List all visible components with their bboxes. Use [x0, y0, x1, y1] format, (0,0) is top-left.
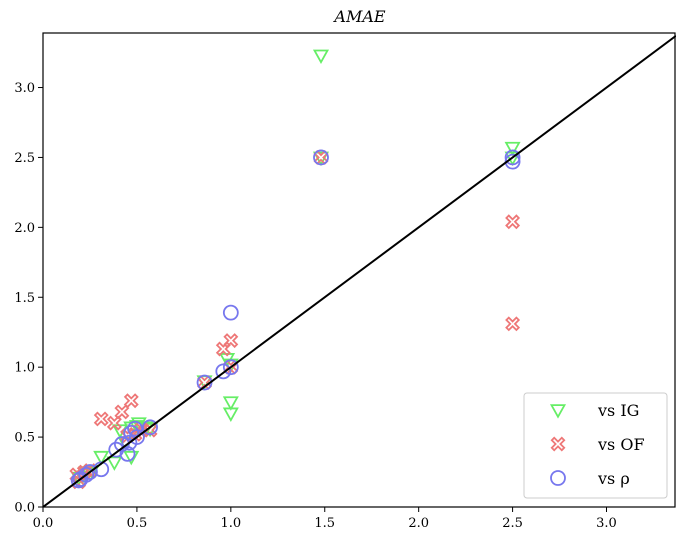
x-tick-label: 1.5 [314, 516, 335, 531]
x-tick-label: 0.0 [33, 516, 54, 531]
legend-label: vs ρ [597, 469, 630, 488]
x-tick-label: 1.0 [220, 516, 241, 531]
data-point [222, 359, 239, 376]
data-point [223, 333, 239, 349]
data-point [504, 141, 521, 157]
legend-box [523, 392, 668, 499]
axes-frame [42, 32, 676, 508]
data-point [106, 456, 123, 471]
data-point [129, 429, 145, 445]
x-tick-label: 3.0 [596, 516, 617, 531]
data-point [313, 149, 329, 166]
legend-marker [550, 436, 566, 452]
legend-marker [550, 470, 566, 486]
data-point [215, 363, 232, 380]
y-tick-label: 0.0 [14, 501, 35, 516]
legend: vs IG vs OF vs ρ [523, 392, 668, 499]
data-point [312, 49, 330, 65]
series-0 [70, 49, 521, 487]
y-tick-label: 1.5 [14, 291, 35, 306]
data-point [127, 426, 143, 442]
data-point [142, 419, 158, 436]
x-tick-label: 0.5 [127, 516, 148, 531]
x-tick-label: 2.0 [408, 516, 429, 531]
data-point [78, 466, 95, 483]
data-point [123, 393, 139, 409]
data-point [119, 445, 136, 462]
data-point [505, 214, 521, 230]
data-point [504, 151, 521, 167]
data-point [82, 464, 98, 480]
legend-marker [549, 404, 567, 419]
data-point [505, 316, 521, 332]
data-point [127, 420, 143, 437]
y-tick-label: 2.5 [14, 151, 35, 166]
y-tick-label: 0.5 [14, 431, 35, 446]
y-tick-label: 3.0 [14, 81, 35, 96]
chart-title: AMAE [332, 7, 385, 26]
data-point [222, 396, 239, 411]
y-tick-label: 1.0 [14, 361, 35, 376]
axes: 0.0 0.5 1.0 1.5 2.0 2.5 3.0 0.0 0.5 1.0 1.5 2.0 2.5 3… [14, 32, 676, 531]
reference-line [43, 34, 676, 507]
data-point [123, 450, 140, 466]
data-point [108, 441, 125, 458]
data-point [222, 304, 239, 321]
plot-area [43, 34, 676, 507]
legend-label: vs OF [597, 435, 645, 454]
data-point [504, 149, 521, 166]
data-point [93, 411, 109, 427]
legend-label: vs IG [597, 401, 639, 420]
data-point [93, 450, 110, 466]
data-point [222, 407, 239, 422]
y-tick-label: 2.0 [14, 221, 35, 236]
x-tick-label: 2.5 [502, 516, 523, 531]
